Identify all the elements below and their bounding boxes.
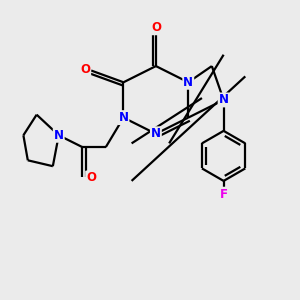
Text: N: N xyxy=(183,76,193,89)
Text: O: O xyxy=(151,21,161,34)
Text: O: O xyxy=(80,62,90,76)
Text: N: N xyxy=(118,111,128,124)
Text: N: N xyxy=(54,129,64,142)
Text: F: F xyxy=(220,188,228,201)
Text: O: O xyxy=(86,172,96,184)
Text: N: N xyxy=(151,127,161,140)
Text: N: N xyxy=(219,93,229,106)
